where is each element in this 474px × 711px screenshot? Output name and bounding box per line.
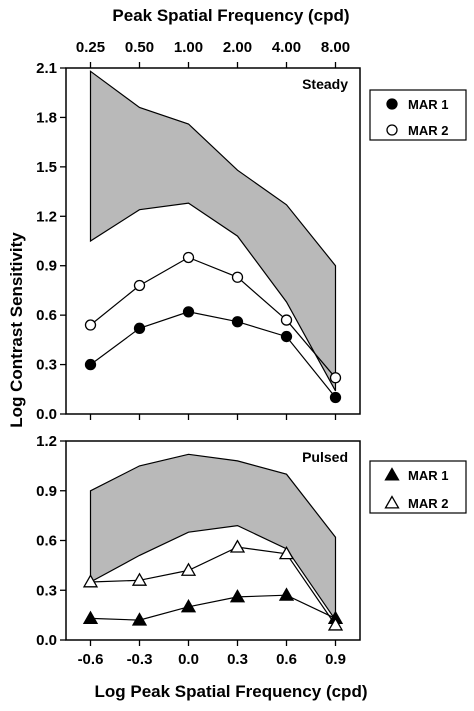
data-point xyxy=(278,587,295,601)
y-tick-label: 0.9 xyxy=(36,258,57,275)
data-point xyxy=(280,314,293,326)
y-tick-label: 2.1 xyxy=(36,60,57,77)
legend-marker xyxy=(384,467,400,481)
series-line-0 xyxy=(90,594,336,621)
normal-range-band xyxy=(89,453,337,623)
data-point xyxy=(82,574,99,588)
data-point xyxy=(182,306,195,318)
data-point xyxy=(280,330,293,343)
series-line-1 xyxy=(90,546,336,626)
data-point xyxy=(329,391,342,404)
legend-label: MAR 2 xyxy=(408,496,448,511)
y-tick-label: 0.0 xyxy=(36,406,57,423)
top-tick-label: 0.25 xyxy=(76,39,105,56)
y-tick-label: 1.2 xyxy=(36,433,57,450)
panel-0-steady: 0.0 0.3 0.6 0.9 1.2 1.5 1.8 2.1 0.25 0.50 1.00 2.00… xyxy=(36,39,467,423)
top-tick-label: 4.00 xyxy=(272,39,301,56)
legend-label: MAR 2 xyxy=(408,123,448,138)
legend-marker xyxy=(386,98,398,110)
y-tick-label: 1.8 xyxy=(36,109,57,126)
y-tick-label: 0.6 xyxy=(36,533,57,550)
data-point xyxy=(131,572,148,586)
top-tick-label: 1.00 xyxy=(174,39,203,56)
data-point xyxy=(327,617,344,631)
legend-box xyxy=(369,460,467,514)
data-point xyxy=(133,279,146,292)
data-point xyxy=(84,358,97,371)
data-point xyxy=(329,372,342,384)
top-tick-label: 8.00 xyxy=(321,39,350,56)
x-axis-title: Log Peak Spatial Frequency (cpd) xyxy=(94,682,367,701)
top-tick-label: 2.00 xyxy=(223,39,252,56)
data-point xyxy=(84,319,97,331)
y-tick-label: 1.5 xyxy=(36,159,57,176)
data-point xyxy=(182,251,195,264)
panel-1-pulsed: 0.0 0.3 0.6 0.9 1.2 -0.6 -0.3 0.0 0.3 0.6 0.9 Pulse… xyxy=(36,433,467,668)
x-tick-label: -0.3 xyxy=(127,651,153,668)
y-axis-title: Log Contrast Sensitivity xyxy=(7,232,26,428)
x-tick-label: 0.9 xyxy=(325,651,346,668)
x-tick-label: 0.0 xyxy=(178,651,199,668)
panel-label: Steady xyxy=(302,76,348,92)
top-axis-title: Peak Spatial Frequency (cpd) xyxy=(112,6,349,25)
y-tick-label: 0.3 xyxy=(36,582,57,599)
data-point xyxy=(180,562,197,576)
y-tick-label: 0.6 xyxy=(36,307,57,324)
legend-label: MAR 1 xyxy=(408,468,448,483)
data-point xyxy=(278,545,295,560)
y-tick-label: 1.2 xyxy=(36,208,57,225)
data-point xyxy=(133,322,146,334)
data-point xyxy=(231,271,244,283)
legend-marker xyxy=(384,495,400,509)
legend-marker xyxy=(386,124,398,136)
series-line-1 xyxy=(90,256,336,379)
data-point xyxy=(229,589,246,603)
data-point xyxy=(82,610,99,624)
y-tick-label: 0.3 xyxy=(36,357,57,374)
normal-range-band xyxy=(89,70,337,392)
x-tick-label: -0.6 xyxy=(78,651,104,668)
data-point xyxy=(229,539,246,553)
plot-frame xyxy=(65,67,361,415)
top-tick-label: 0.50 xyxy=(125,39,154,56)
y-tick-label: 0.0 xyxy=(36,632,57,649)
panel-label: Pulsed xyxy=(302,449,348,465)
legend-box xyxy=(369,89,467,141)
legend-label: MAR 1 xyxy=(408,97,448,112)
y-tick-label: 0.9 xyxy=(36,483,57,500)
data-point xyxy=(131,612,148,626)
x-tick-label: 0.3 xyxy=(227,651,248,668)
data-point xyxy=(180,599,197,613)
data-point xyxy=(231,316,244,328)
x-tick-label: 0.6 xyxy=(276,651,297,668)
series-line-0 xyxy=(90,311,336,398)
